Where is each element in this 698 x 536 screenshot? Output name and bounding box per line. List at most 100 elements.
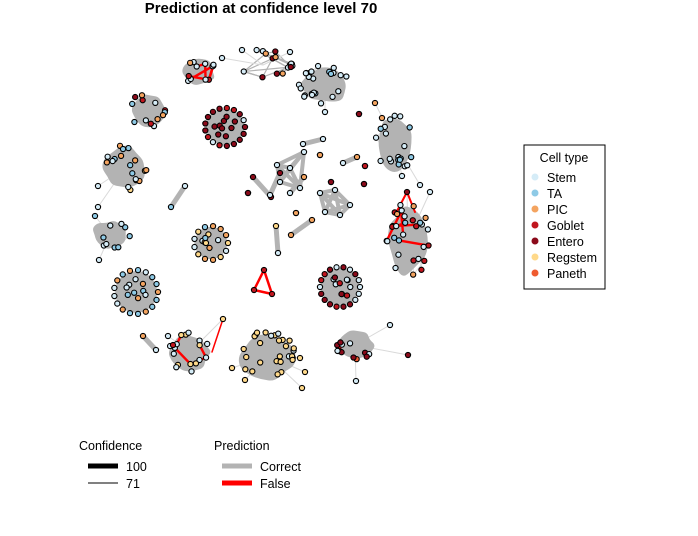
cell-node [397,113,404,120]
cell-node [195,251,202,258]
cell-node [185,329,192,336]
cell-node [346,340,354,347]
cell-node [408,153,415,161]
cell-node [273,70,281,77]
cell-node [249,173,257,181]
cell-node [300,148,308,156]
cell-node [308,216,316,224]
cell-node [302,70,310,77]
cell-node [249,368,256,375]
cell-node [217,225,224,233]
cell-node [275,330,282,337]
cell-node [276,169,284,177]
legend-label-goblet: Goblet [547,219,584,233]
cell-node [346,301,354,308]
cell-node [167,203,175,211]
cell-node [262,329,269,336]
prediction-label-correct: Correct [260,460,302,474]
cell-node [406,124,413,131]
cell-node [327,70,335,78]
cell-node [403,188,411,196]
cell-node [253,329,261,336]
cell-node [202,354,210,361]
cell-node [223,104,230,112]
cell-node [321,208,329,216]
cell-node [409,217,416,224]
legend-swatch-goblet [531,221,539,229]
cell-node [126,310,134,317]
cell-node [107,222,114,229]
edge [278,180,302,190]
cell-node [139,97,146,104]
legend-swatch-stem [531,173,539,181]
cell-node [170,350,177,357]
confidence-legend-title: Confidence [79,439,142,453]
cell-node [103,159,111,166]
cell-node [337,72,344,79]
cell-node [134,310,142,318]
cell-node [401,213,408,220]
edge [288,166,302,190]
cell-node [319,135,327,143]
cell-node [188,368,195,375]
cell-node [202,76,209,83]
cell-node [352,296,359,304]
cell-node [266,191,274,199]
cell-node [329,93,336,100]
cell-node [216,142,223,149]
cell-type-legend-box [523,144,606,290]
cell-node [132,176,139,183]
cell-node [296,354,304,362]
cell-node [275,337,283,344]
cell-node [262,50,269,57]
edge [298,150,306,190]
edge [288,150,306,170]
cell-node [289,356,296,364]
edge [189,64,215,81]
cell-node [421,257,428,265]
cell-node [286,164,294,172]
cell-node [209,256,217,264]
legend-swatch-paneth [531,269,539,277]
cell-node [125,183,132,191]
cell-node [244,189,252,197]
network-graph [91,46,434,392]
cell-node [216,105,223,112]
cell-node [209,222,217,230]
edge [211,318,224,353]
cell-node [241,376,249,384]
cell-node [243,353,250,361]
edge [323,188,337,214]
cell-node [316,151,324,159]
cell-node [132,93,139,101]
cell-node [334,347,341,355]
cell-node [123,284,130,291]
cell-node [139,332,147,340]
cell-node [134,295,142,302]
edge [252,268,266,292]
cell-node [125,144,132,152]
cell-node [209,108,217,115]
cell-node [153,296,160,304]
cell-node [413,223,420,230]
cell-node [230,140,238,148]
cell-node [210,61,217,68]
cell-node [111,284,118,292]
cell-node [339,159,347,167]
cell-node [191,243,198,251]
node-layer [91,46,434,392]
cell-node [173,364,180,371]
cell-node [353,153,361,161]
cell-node [337,339,344,346]
cell-node [347,283,354,291]
cell-node [352,377,360,385]
cell-node [142,308,149,315]
cell-node [296,184,304,192]
edge [243,70,264,78]
cell-node [404,351,412,359]
cell-node [316,189,324,197]
legend-label-regstem: Regstem [547,251,597,265]
cell-node [228,124,235,132]
cell-node [154,288,162,296]
cell-node [318,290,325,297]
